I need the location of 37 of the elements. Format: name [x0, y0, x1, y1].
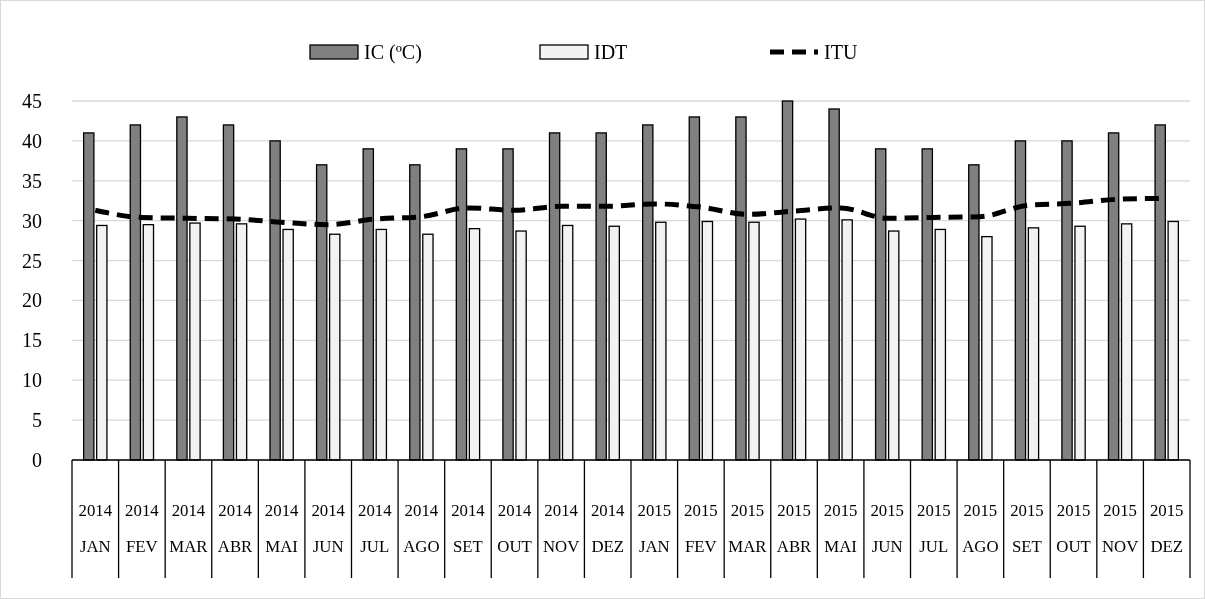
x-tick-label: 2015 MAI: [823, 501, 858, 556]
x-tick-label: 2014 SET: [451, 501, 486, 556]
x-tick-label: 2014 JUL: [358, 501, 393, 556]
x-tick-label: 2014 MAR: [169, 501, 209, 556]
y-tick-label: 10: [22, 369, 42, 392]
x-tick-label: 2014 JAN: [78, 501, 113, 556]
x-tick-label: 2015 JUN: [870, 501, 904, 556]
legend-label: IDT: [594, 41, 628, 63]
x-tick-label: 2014 OUT: [497, 501, 532, 556]
y-tick-label: 30: [22, 209, 42, 232]
legend-label: ITU: [824, 41, 858, 63]
x-tick-label: 2015 DEZ: [1149, 501, 1184, 556]
y-tick-label: 20: [22, 289, 42, 312]
y-tick-label: 40: [22, 129, 42, 152]
x-tick-label: 2015 MAR: [728, 501, 768, 556]
x-tick-label: 2014 FEV: [125, 501, 160, 556]
y-tick-label: 0: [32, 449, 42, 471]
x-tick-label: 2014 NOV: [542, 501, 580, 556]
x-tick-label: 2015 JUL: [917, 501, 951, 556]
legend-label: IC (ºC): [364, 41, 422, 64]
x-tick-label: 2015 SET: [1010, 501, 1044, 556]
y-tick-label: 35: [22, 169, 42, 192]
x-tick-label: 2015 AGO: [962, 501, 999, 556]
x-tick-label: 2015 FEV: [684, 501, 718, 556]
y-tick-label: 45: [22, 90, 42, 112]
y-tick-label: 5: [32, 409, 42, 432]
x-tick-label: 2014 DEZ: [590, 501, 626, 556]
x-tick-label: 2015 OUT: [1056, 501, 1091, 556]
y-tick-label: 25: [22, 249, 42, 272]
x-tick-label: 2015 ABR: [776, 501, 813, 556]
x-tick-label: 2015 JAN: [637, 501, 672, 556]
x-tick-label: 2014 MAI: [264, 501, 300, 556]
x-tick-label: 2014 AGO: [403, 501, 440, 556]
y-tick-label: 15: [22, 329, 42, 352]
x-tick-label: 2015 NOV: [1101, 501, 1139, 556]
x-tick-label: 2014 ABR: [217, 501, 254, 556]
x-tick-label: 2014 JUN: [311, 501, 346, 556]
